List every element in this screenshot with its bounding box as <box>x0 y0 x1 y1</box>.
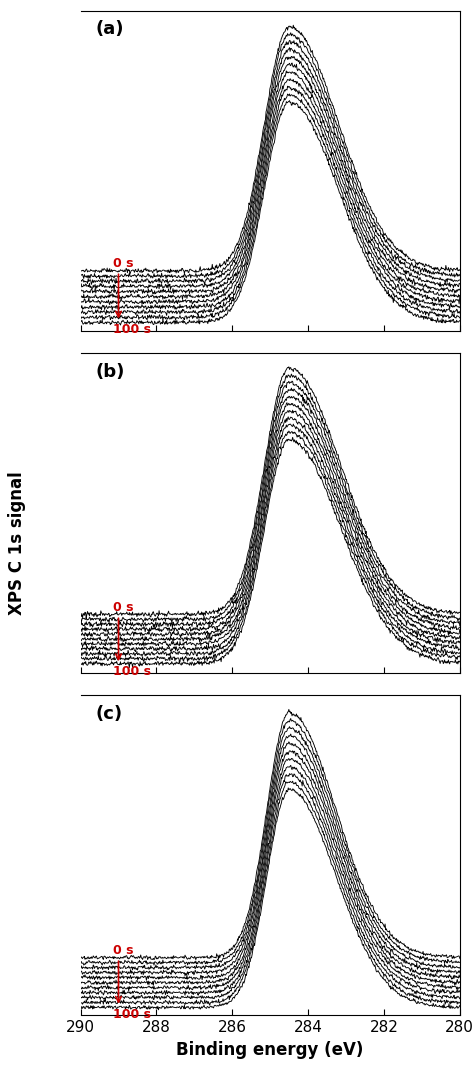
Text: (b): (b) <box>96 363 125 381</box>
Text: XPS C 1s signal: XPS C 1s signal <box>8 471 26 615</box>
Text: (c): (c) <box>96 705 123 723</box>
Text: 0 s: 0 s <box>113 944 133 957</box>
Text: 100 s: 100 s <box>113 1008 151 1021</box>
Text: 0 s: 0 s <box>113 602 133 615</box>
Text: 0 s: 0 s <box>113 257 133 270</box>
Text: 100 s: 100 s <box>113 666 151 679</box>
X-axis label: Binding energy (eV): Binding energy (eV) <box>176 1040 364 1059</box>
Text: 100 s: 100 s <box>113 323 151 336</box>
Text: (a): (a) <box>96 21 124 38</box>
